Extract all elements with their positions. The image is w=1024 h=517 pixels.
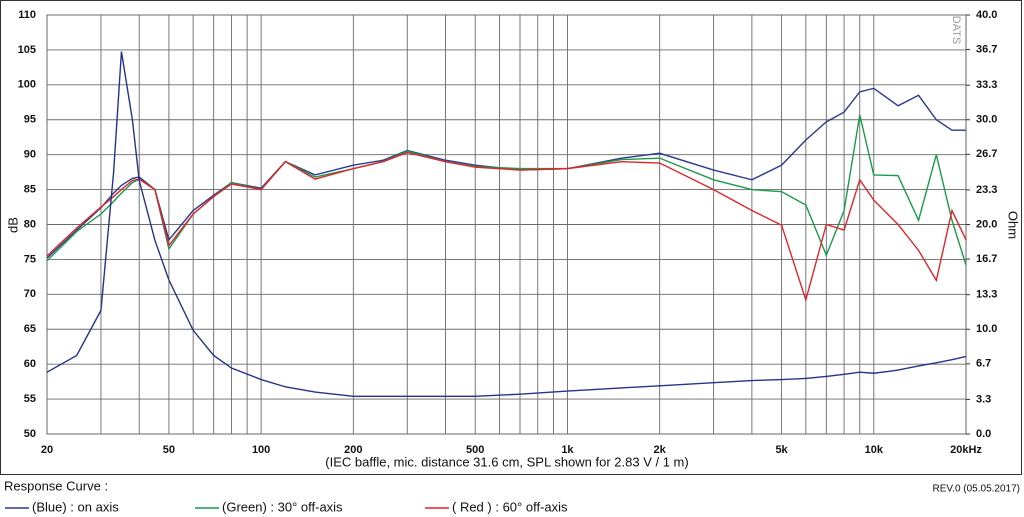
footer-title: Response Curve : (4, 478, 108, 493)
y2-tick-label: 13.3 (976, 289, 997, 301)
y2-tick-label: 26.7 (976, 148, 997, 160)
y-tick-label: 110 (18, 9, 36, 21)
y2-tick-label: 23.3 (976, 184, 997, 196)
y2-tick-label: 10.0 (976, 323, 997, 335)
y2-tick-label: 40.0 (976, 9, 997, 21)
y-tick-label: 105 (18, 44, 36, 56)
y-tick-label: 65 (24, 323, 36, 335)
series-line (46, 51, 967, 397)
y2-tick-label: 30.0 (976, 114, 997, 126)
x-tick-label: 200 (344, 444, 362, 456)
y-tick-label: 95 (24, 114, 36, 126)
y-tick-label: 60 (24, 358, 36, 370)
y-tick-label: 100 (18, 79, 36, 91)
revision: REV.0 (05.05.2017) (933, 484, 1020, 495)
x-tick-label: 20kHz (950, 444, 982, 456)
y-axis-label: dB (5, 217, 20, 233)
y2-tick-label: 36.7 (976, 43, 997, 55)
y2-axis-label: Ohm (1006, 211, 1021, 239)
y-tick-label: 85 (24, 183, 36, 195)
x-tick-label: 100 (252, 444, 270, 456)
y-tick-label: 55 (24, 393, 36, 405)
x-tick-label: 1k (561, 444, 574, 456)
legend-label: ( Red ) : 60° off-axis (452, 499, 568, 514)
y2-tick-label: 33.3 (976, 79, 997, 91)
y-tick-label: 80 (24, 218, 36, 230)
x-tick-label: 50 (163, 444, 175, 456)
y-tick-label: 50 (24, 428, 36, 440)
y2-tick-label: 6.7 (976, 358, 991, 370)
y-tick-label: 75 (24, 253, 36, 265)
y2-tick-label: 16.7 (976, 253, 997, 265)
y-tick-label: 70 (24, 288, 36, 300)
legend-label: (Green) : 30° off-axis (222, 499, 343, 514)
x-tick-label: 10k (865, 444, 884, 456)
x-tick-label: 20 (41, 444, 53, 456)
y-tick-label: 90 (24, 149, 36, 161)
legend-label: (Blue) : on axis (32, 499, 119, 514)
watermark: DATS (950, 16, 962, 45)
x-tick-label: 2k (654, 444, 667, 456)
y2-tick-label: 0.0 (976, 428, 991, 440)
y2-tick-label: 20.0 (976, 218, 997, 230)
x-tick-label: 5k (775, 444, 788, 456)
y2-tick-label: 3.3 (976, 393, 991, 405)
x-axis-label: (IEC baffle, mic. distance 31.6 cm, SPL … (325, 454, 688, 469)
x-tick-label: 500 (466, 444, 484, 456)
